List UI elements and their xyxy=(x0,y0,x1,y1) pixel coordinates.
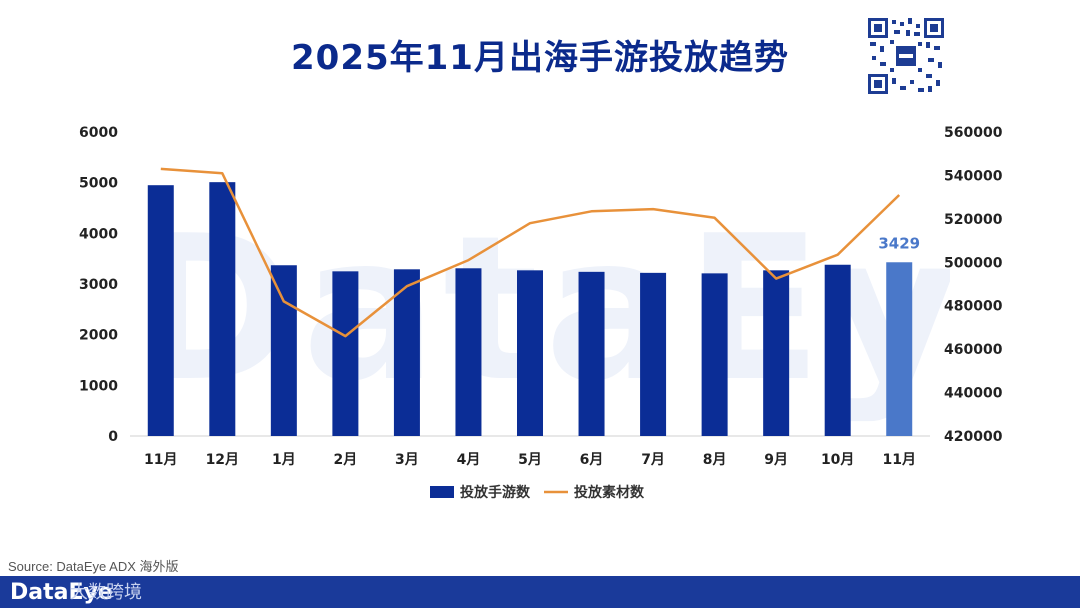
qr-code-icon xyxy=(866,16,946,96)
y-left-tick-label: 5000 xyxy=(79,176,118,192)
bar xyxy=(886,262,913,436)
x-tick-label: 9月 xyxy=(764,452,788,468)
y-right-tick-label: 500000 xyxy=(944,255,1003,271)
bar xyxy=(640,272,667,436)
x-tick-label: 3月 xyxy=(395,452,419,468)
x-tick-label: 1月 xyxy=(272,452,296,468)
y-left-tick-label: 0 xyxy=(108,429,118,445)
bar xyxy=(332,271,359,436)
bar-series xyxy=(147,182,913,436)
y-right-tick-label: 480000 xyxy=(944,299,1003,315)
bar xyxy=(824,264,851,436)
x-tick-label: 4月 xyxy=(457,452,481,468)
data-labels: 3429 xyxy=(878,234,920,252)
line-series xyxy=(160,167,901,338)
y-right-tick-label: 420000 xyxy=(944,429,1003,445)
y-right-tick-label: 460000 xyxy=(944,342,1003,358)
legend-line-label: 投放素材数 xyxy=(574,484,645,501)
footer-logo: DataEye xyxy=(10,580,113,605)
footer-bar xyxy=(0,576,1080,608)
x-tick-label: 10月 xyxy=(821,452,854,468)
y-axis-right: 420000 440000 460000 480000 500000 520000 5400… xyxy=(944,125,1003,445)
y-left-tick-label: 4000 xyxy=(79,226,118,242)
bar xyxy=(578,271,605,436)
bar xyxy=(209,182,236,436)
y-axis-left: 0 1000 2000 3000 4000 5000 6000 xyxy=(79,125,118,445)
legend: 投放手游数 投放素材数 xyxy=(430,484,645,501)
x-tick-label: 5月 xyxy=(518,452,542,468)
x-tick-label: 6月 xyxy=(580,452,604,468)
footer-subtitle: 大数跨境 xyxy=(70,582,142,603)
y-left-tick-label: 3000 xyxy=(79,277,118,293)
x-axis: 11月 12月 1月 2月 3月 4月 5月 6月 7月 8月 9月 10月 11月 xyxy=(144,452,916,468)
y-left-tick-label: 1000 xyxy=(79,378,118,394)
y-right-tick-label: 440000 xyxy=(944,386,1003,402)
y-right-tick-label: 560000 xyxy=(944,125,1003,141)
bar-data-label: 3429 xyxy=(878,234,920,252)
y-right-tick-label: 540000 xyxy=(944,168,1003,184)
x-tick-label: 7月 xyxy=(641,452,665,468)
y-right-tick-label: 520000 xyxy=(944,212,1003,228)
bar xyxy=(393,269,420,436)
legend-bar-swatch xyxy=(430,486,454,498)
x-tick-label: 12月 xyxy=(206,452,239,468)
x-tick-label: 11月 xyxy=(882,452,915,468)
source-note: Source: DataEye ADX 海外版 xyxy=(8,559,179,574)
x-tick-label: 11月 xyxy=(144,452,177,468)
bar xyxy=(455,268,482,436)
y-left-tick-label: 6000 xyxy=(79,125,118,141)
x-tick-label: 2月 xyxy=(334,452,358,468)
bar xyxy=(270,265,297,436)
bar xyxy=(147,185,174,436)
y-left-tick-label: 2000 xyxy=(79,328,118,344)
bar xyxy=(517,270,543,436)
bar xyxy=(763,270,790,436)
x-tick-label: 8月 xyxy=(703,452,727,468)
page-title: 2025年11月出海手游投放趋势 xyxy=(291,38,789,78)
legend-bar-label: 投放手游数 xyxy=(460,484,531,501)
bar xyxy=(701,273,728,436)
